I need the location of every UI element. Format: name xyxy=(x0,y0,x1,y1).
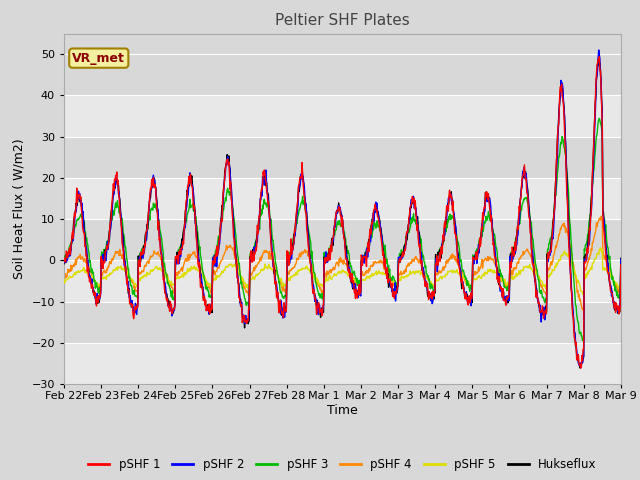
Bar xyxy=(64,343,621,384)
Bar xyxy=(64,301,621,343)
Bar xyxy=(64,137,621,178)
X-axis label: Time: Time xyxy=(327,404,358,417)
Title: Peltier SHF Plates: Peltier SHF Plates xyxy=(275,13,410,28)
Bar xyxy=(64,178,621,219)
Bar xyxy=(64,96,621,137)
Bar xyxy=(64,260,621,301)
Text: VR_met: VR_met xyxy=(72,52,125,65)
Y-axis label: Soil Heat Flux ( W/m2): Soil Heat Flux ( W/m2) xyxy=(13,139,26,279)
Legend: pSHF 1, pSHF 2, pSHF 3, pSHF 4, pSHF 5, Hukseflux: pSHF 1, pSHF 2, pSHF 3, pSHF 4, pSHF 5, … xyxy=(83,454,602,476)
Bar xyxy=(64,219,621,260)
Bar xyxy=(64,54,621,96)
